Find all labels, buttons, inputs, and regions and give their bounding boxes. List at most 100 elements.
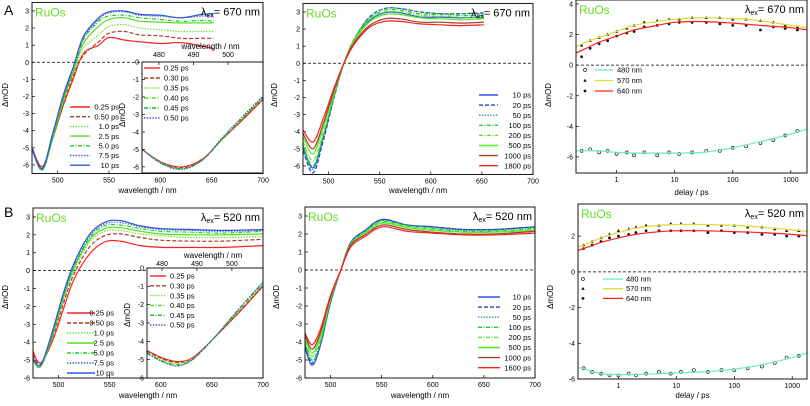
y-tick-label: 4	[569, 1, 573, 8]
inset-legend-label: 0.50 ps	[170, 321, 195, 330]
y-tick-label: -5	[24, 358, 30, 365]
data-point	[644, 229, 648, 233]
x-tick-label: 10	[672, 383, 680, 390]
excitation-text: λ	[745, 208, 751, 220]
excitation-text: ex	[750, 10, 758, 17]
series-line-7.5-ps	[33, 221, 263, 367]
legend-label: 100 ps	[508, 323, 531, 332]
legend-label: 200 ps	[508, 131, 531, 140]
y-tick-label: 3	[298, 214, 302, 221]
legend-label: 570 nm	[617, 76, 642, 85]
x-tick-label: 700	[257, 382, 269, 389]
series-line-5.0-ps	[33, 223, 263, 369]
sample-label: RuOs	[579, 3, 610, 17]
excitation-text: ex	[206, 12, 214, 19]
inset-y-tick-label: 0	[140, 266, 144, 273]
inset-legend-label: 0.25 ps	[164, 64, 189, 73]
inset-top-tick-label: 480	[153, 52, 165, 59]
y-axis-label: ΔmOD	[1, 83, 10, 107]
legend-label: 100 ps	[508, 121, 531, 130]
inset-top-axis-label: wavelength / nm	[183, 251, 243, 260]
y-tick-label: 0	[26, 268, 30, 275]
x-axis-label: wavelength / nm	[390, 391, 450, 400]
x-tick-label: 550	[103, 178, 115, 185]
y-tick-label: 0	[569, 63, 573, 70]
y-tick-label: -4	[567, 124, 573, 131]
data-point	[580, 55, 584, 59]
series-line-10-ps	[305, 218, 535, 366]
plot-area	[576, 15, 807, 158]
inset-y-tick-label: -4	[138, 339, 144, 346]
y-tick-label: -6	[294, 163, 300, 170]
excitation-label: λex= 670 nm	[201, 6, 260, 19]
x-tick-label: 1000	[784, 383, 800, 390]
inset-legend-label: 0.40 ps	[164, 94, 189, 103]
inset-y-axis-label: ΔmOD	[118, 103, 127, 127]
legend-label: 0.50 ps	[94, 112, 119, 121]
legend-label: 0.25 ps	[94, 103, 119, 112]
series-line-640-nm	[576, 20, 807, 54]
legend-label: 1.0 ps	[94, 329, 115, 338]
data-point	[581, 286, 585, 290]
y-tick-label: -4	[294, 129, 300, 136]
scatter-480-nm	[581, 353, 801, 378]
y-tick-label: -2	[296, 304, 302, 311]
x-tick-label: 500	[53, 382, 65, 389]
series-line-5.0-ps	[32, 14, 214, 171]
chart-panel-5: 500 550 600 650 700 -6 -5 -4 -3 -2 -1 0 1 2 3 wavelengt…	[272, 206, 541, 400]
series-line-1000-ps	[305, 224, 535, 350]
data-point	[634, 231, 638, 234]
series-line-20-ps	[305, 218, 535, 365]
x-tick-label: 700	[527, 179, 539, 186]
excitation-text: λ	[473, 211, 479, 223]
series-line-200-ps	[303, 10, 484, 162]
y-tick-label: -2	[569, 305, 575, 312]
excitation-text: ex	[478, 217, 486, 224]
chart-panel-4: 500 550 600 650 700 -6 -5 -4 -3 -2 -1 0 1 2 3 wavelengt…	[1, 207, 269, 400]
data-point	[583, 78, 587, 82]
plot-area	[303, 7, 484, 174]
y-axis-label: ΔmOD	[1, 285, 10, 309]
x-tick-label: 1000	[783, 177, 799, 184]
inset-y-tick-label: -5	[133, 147, 139, 154]
data-point	[608, 236, 611, 240]
inset-series-line-0.25-ps	[147, 285, 263, 363]
x-tick-label: 550	[104, 382, 116, 389]
excitation-text: = 520 nm	[486, 211, 532, 223]
series-line-10-ps	[33, 219, 263, 367]
series-line-20-ps	[303, 7, 484, 174]
inset-plot-area	[142, 95, 263, 171]
panel-letter-b: B	[4, 204, 14, 220]
excitation-text: = 670 nm	[758, 4, 804, 16]
y-tick-label: -2	[294, 95, 300, 102]
excitation-text: λ	[471, 7, 477, 19]
y-tick-label: -3	[296, 322, 302, 329]
legend-label: 480 nm	[617, 66, 642, 75]
inset-y-tick-label: -3	[138, 321, 144, 328]
series-line-50-ps	[303, 7, 484, 171]
inset-legend-label: 0.35 ps	[164, 84, 189, 93]
sample-label: RuOs	[581, 207, 612, 221]
legend-label: 1000 ps	[504, 151, 531, 160]
legend-label: 5.0 ps	[99, 142, 120, 151]
y-tick-label: 2	[296, 27, 300, 34]
chart-panel-2: 500 550 600 650 700 -6 -5 -4 -3 -2 -1 0 1 2 3 wavelengt…	[270, 2, 539, 195]
legend-label: 570 nm	[626, 284, 651, 293]
inset-top-axis-label: wavelength / nm	[180, 42, 240, 51]
x-tick-label: 600	[427, 382, 439, 389]
y-tick-label: -6	[569, 377, 575, 384]
excitation-text: ex	[206, 218, 214, 225]
inset-top-tick-label: 490	[191, 261, 203, 268]
legend-label: 10 ps	[101, 161, 120, 170]
legend-label: 1.0 ps	[99, 122, 120, 131]
y-tick-label: 3	[296, 9, 300, 16]
plot-frame	[577, 203, 808, 380]
scatter-570-nm	[579, 15, 800, 47]
legend-label: 50 ps	[513, 313, 532, 322]
series-line-100-ps	[303, 8, 484, 167]
y-tick-label: -1	[296, 286, 302, 293]
inset-y-tick-label: -6	[138, 376, 144, 383]
x-axis-label: wavelength / nm	[117, 186, 177, 195]
data-point	[581, 277, 585, 281]
